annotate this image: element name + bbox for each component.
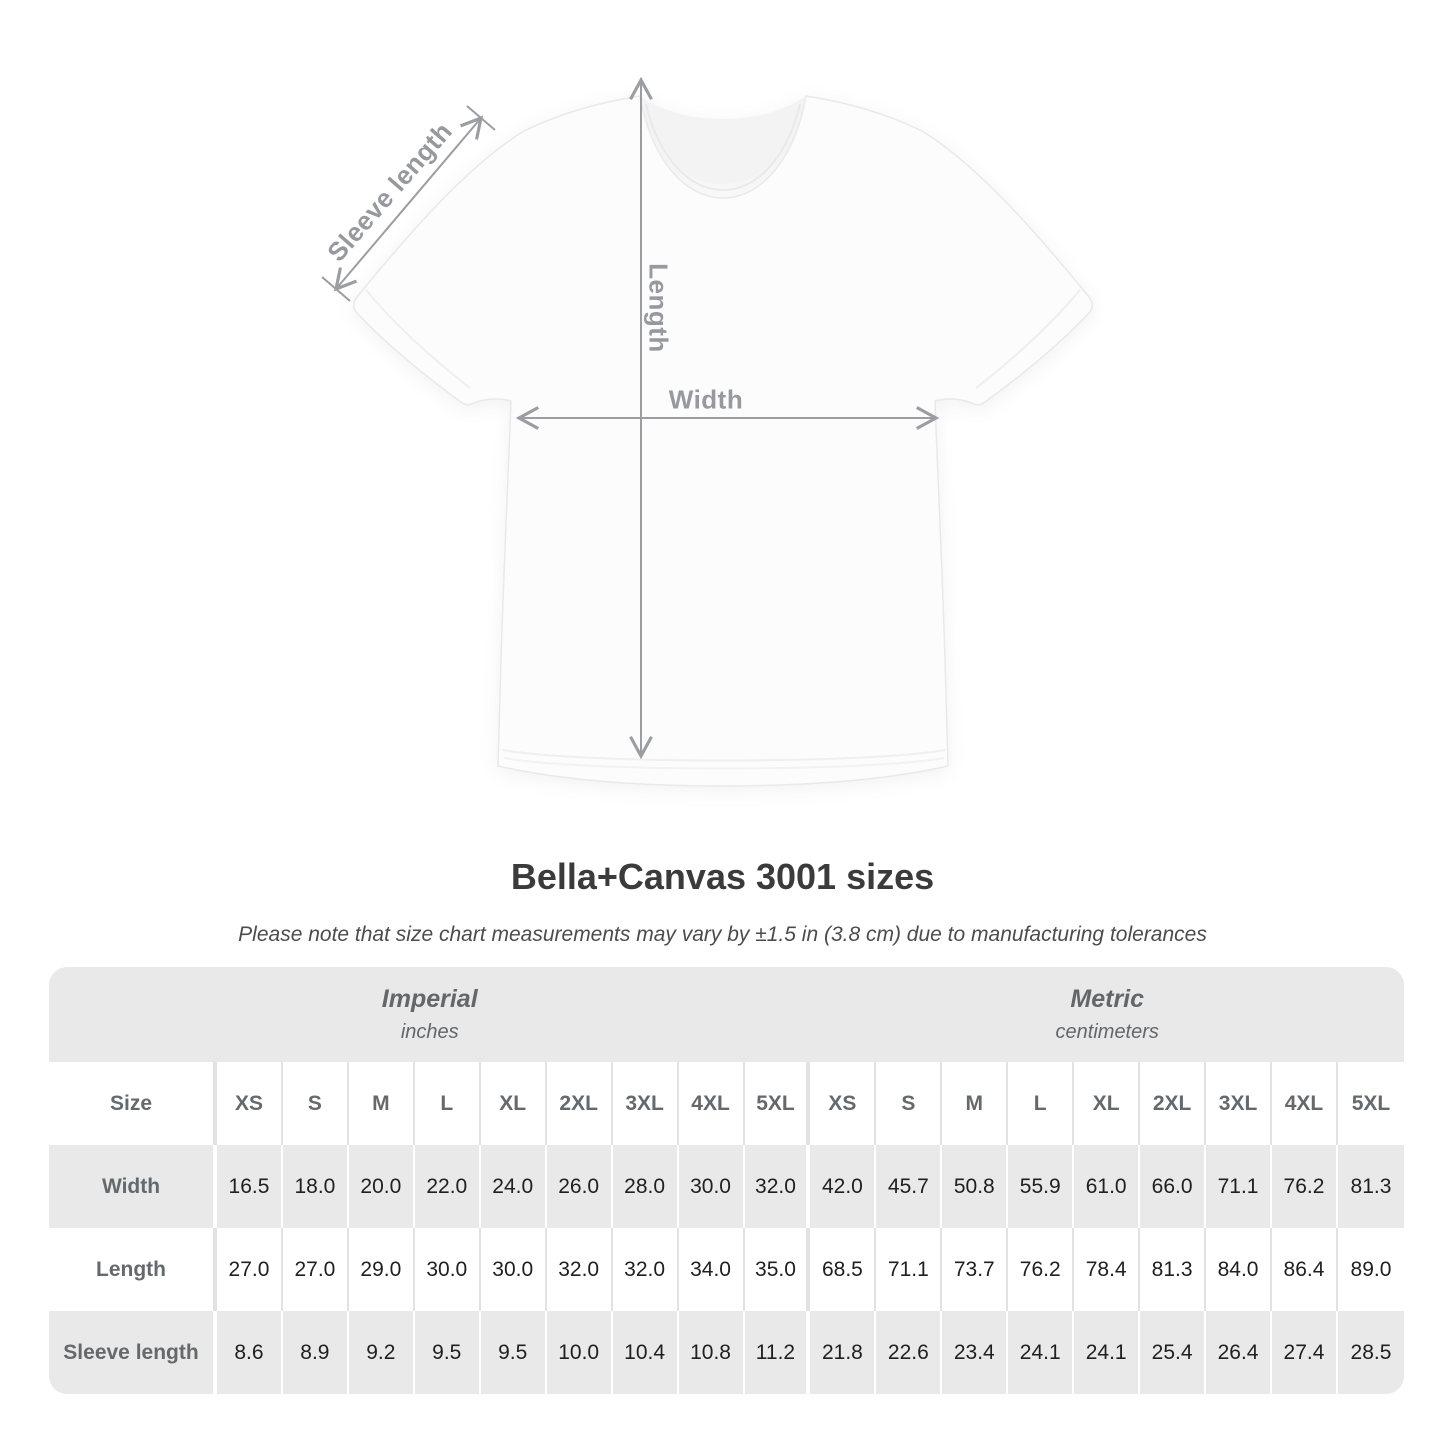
value-cell: 8.9 <box>283 1311 349 1394</box>
size-header-imperial-3xl: 3XL <box>613 1062 679 1145</box>
value-cell: 20.0 <box>349 1145 415 1228</box>
tshirt-shape <box>353 95 1093 787</box>
value-cell: 76.2 <box>1008 1228 1075 1311</box>
value-cell: 22.6 <box>876 1311 943 1394</box>
value-cell: 10.8 <box>679 1311 745 1394</box>
value-cell: 30.0 <box>481 1228 547 1311</box>
value-cell: 76.2 <box>1272 1145 1338 1228</box>
size-header-imperial-4xl: 4XL <box>679 1062 745 1145</box>
value-cell: 24.1 <box>1074 1311 1141 1394</box>
value-cell: 42.0 <box>810 1145 877 1228</box>
size-column-header: Size <box>49 1062 217 1145</box>
size-chart-table: Imperial inches Metric centimeters Size … <box>49 967 1404 1394</box>
metric-sublabel: centimeters <box>1055 1021 1159 1043</box>
value-cell: 9.5 <box>481 1311 547 1394</box>
imperial-sublabel: inches <box>400 1021 459 1043</box>
value-cell: 22.0 <box>415 1145 481 1228</box>
value-cell: 68.5 <box>810 1228 877 1311</box>
value-cell: 89.0 <box>1350 1257 1392 1281</box>
value-cell: 24.1 <box>1008 1311 1075 1394</box>
size-header-metric-xs: XS <box>810 1062 877 1145</box>
value-cell: 32.0 <box>745 1145 811 1228</box>
unit-header-row: Imperial inches Metric centimeters <box>49 967 1404 1062</box>
value-cell: 8.6 <box>217 1311 283 1394</box>
size-header-imperial-2xl: 2XL <box>547 1062 613 1145</box>
width-label: Width <box>668 384 744 415</box>
page-subtitle: Please note that size chart measurements… <box>238 923 1207 946</box>
sleeve-length-arrow <box>333 115 484 292</box>
value-cell: 66.0 <box>1140 1145 1207 1228</box>
value-cell: 71.1 <box>1206 1145 1272 1228</box>
imperial-label: Imperial <box>381 985 478 1013</box>
value-cell: 30.0 <box>415 1228 481 1311</box>
size-header-imperial-s: S <box>283 1062 349 1145</box>
metric-header: Metric centimeters <box>810 967 1404 1062</box>
size-header-imperial-5xl: 5XL <box>745 1062 811 1145</box>
length-label: Length <box>643 263 674 353</box>
value-cell: 50.8 <box>942 1145 1009 1228</box>
value-cell: 35.0 <box>745 1228 811 1311</box>
value-cell: 10.0 <box>547 1311 613 1394</box>
value-cell: 18.0 <box>283 1145 349 1228</box>
value-cell: 86.4 <box>1272 1228 1338 1311</box>
value-cell: 73.7 <box>942 1228 1009 1311</box>
value-cell: 25.4 <box>1140 1311 1207 1394</box>
size-header-imperial-xs: XS <box>217 1062 283 1145</box>
value-cell: 16.5 <box>217 1145 283 1228</box>
value-cell: 32.0 <box>613 1228 679 1311</box>
metric-label: Metric <box>1070 985 1145 1013</box>
value-cell: 28.0 <box>613 1145 679 1228</box>
size-header-imperial-l: L <box>415 1062 481 1145</box>
value-cell: 28.5 <box>1350 1340 1392 1364</box>
value-cell: 24.0 <box>481 1145 547 1228</box>
value-cell: 32.0 <box>547 1228 613 1311</box>
value-cell: 23.4 <box>942 1311 1009 1394</box>
value-cell: 78.4 <box>1074 1228 1141 1311</box>
value-cell: 26.0 <box>547 1145 613 1228</box>
value-cell: 84.0 <box>1206 1228 1272 1311</box>
value-cell: 9.2 <box>349 1311 415 1394</box>
tshirt-illustration <box>321 76 1093 787</box>
table-row-length: Length 27.0 27.0 29.0 30.0 30.0 32.0 32.0 34.0 3… <box>49 1228 1404 1311</box>
value-cell: 55.9 <box>1008 1145 1075 1228</box>
collar-opening <box>640 96 806 184</box>
value-cell: 27.0 <box>217 1228 283 1311</box>
size-header-imperial-xl: XL <box>481 1062 547 1145</box>
size-header-metric-m: M <box>942 1062 1009 1145</box>
size-header-metric-4xl: 4XL <box>1272 1062 1338 1145</box>
value-cell: 21.8 <box>810 1311 877 1394</box>
page-title: Bella+Canvas 3001 sizes <box>510 856 935 897</box>
sleeve-arrow-tick <box>321 276 351 302</box>
value-cell: 81.3 <box>1140 1228 1207 1311</box>
size-header-metric-xl: XL <box>1074 1062 1141 1145</box>
size-header-metric-3xl: 3XL <box>1206 1062 1272 1145</box>
value-cell: 61.0 <box>1074 1145 1141 1228</box>
size-header-metric-s: S <box>876 1062 943 1145</box>
row-label-sleeve-length: Sleeve length <box>49 1311 217 1394</box>
value-cell: 11.2 <box>745 1311 811 1394</box>
value-cell: 71.1 <box>876 1228 943 1311</box>
value-cell: 26.4 <box>1206 1311 1272 1394</box>
tshirt-measurement-diagram: Sleeve length Length Width <box>321 76 1093 787</box>
size-header-row: Size XS S M L XL 2XL 3XL 4XL 5XL XS S M L XL 2XL 3XL 4XL… <box>49 1062 1404 1145</box>
value-cell: 10.4 <box>613 1311 679 1394</box>
row-label-length: Length <box>49 1228 217 1311</box>
value-cell: 27.0 <box>283 1228 349 1311</box>
value-cell: 34.0 <box>679 1228 745 1311</box>
value-cell: 30.0 <box>679 1145 745 1228</box>
value-cell: 27.4 <box>1272 1311 1338 1394</box>
size-header-metric-l: L <box>1008 1062 1075 1145</box>
imperial-header: Imperial inches <box>49 967 811 1062</box>
value-cell: 9.5 <box>415 1311 481 1394</box>
value-cell: 29.0 <box>349 1228 415 1311</box>
sleeve-arrow-tick <box>466 105 496 131</box>
row-label-width: Width <box>49 1145 217 1228</box>
value-cell: 81.3 <box>1350 1174 1392 1198</box>
table-row-width: Width 16.5 18.0 20.0 22.0 24.0 26.0 28.0 30.0 32… <box>49 1145 1404 1228</box>
size-header-metric-2xl: 2XL <box>1140 1062 1207 1145</box>
size-header-imperial-m: M <box>349 1062 415 1145</box>
size-header-metric-5xl: 5XL <box>1351 1091 1391 1115</box>
value-cell: 45.7 <box>876 1145 943 1228</box>
table-row-sleeve-length: Sleeve length 8.6 8.9 9.2 9.5 9.5 10.0 10.4 10.… <box>49 1311 1404 1394</box>
